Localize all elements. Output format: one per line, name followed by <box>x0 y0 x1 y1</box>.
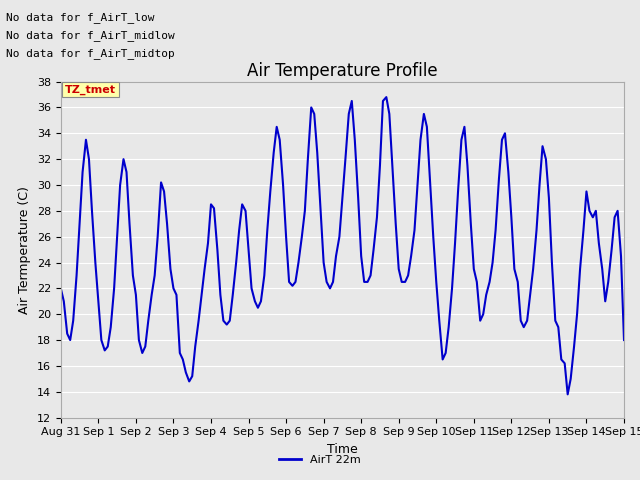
Text: No data for f_AirT_midtop: No data for f_AirT_midtop <box>6 48 175 60</box>
Legend: AirT 22m: AirT 22m <box>275 451 365 469</box>
Text: TZ_tmet: TZ_tmet <box>65 84 116 95</box>
X-axis label: Time: Time <box>327 443 358 456</box>
Text: No data for f_AirT_low: No data for f_AirT_low <box>6 12 155 23</box>
Title: Air Temperature Profile: Air Temperature Profile <box>247 62 438 80</box>
Y-axis label: Air Termperature (C): Air Termperature (C) <box>19 186 31 313</box>
Text: No data for f_AirT_midlow: No data for f_AirT_midlow <box>6 30 175 41</box>
